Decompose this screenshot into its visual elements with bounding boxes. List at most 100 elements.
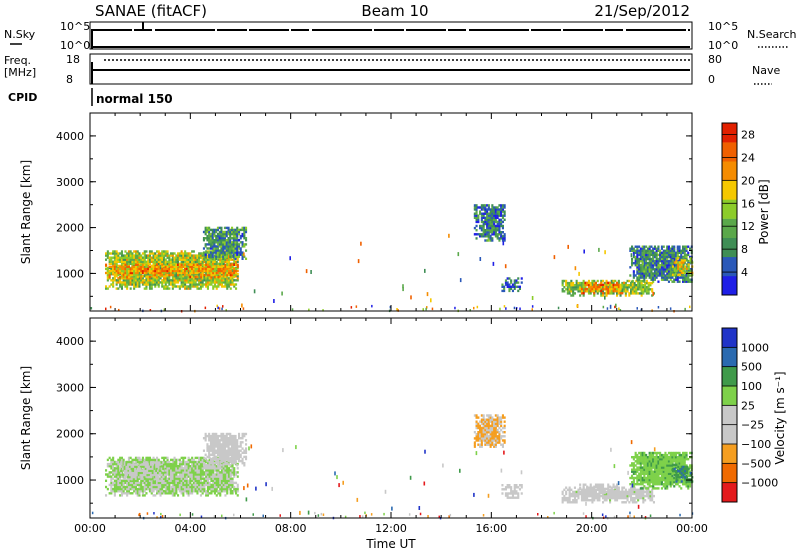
cpid-label: CPID	[8, 91, 37, 104]
data-cell	[184, 487, 187, 491]
data-cell	[215, 494, 218, 497]
data-cell	[234, 447, 237, 450]
data-cell	[205, 267, 208, 271]
data-cell	[208, 232, 211, 236]
data-cell	[501, 237, 504, 240]
data-cell	[489, 231, 492, 234]
data-cell	[143, 479, 146, 482]
data-cell	[226, 475, 229, 478]
nsky-tick-top: 10^5	[60, 20, 90, 33]
data-cell	[178, 462, 181, 466]
data-cell	[211, 434, 214, 438]
data-cell	[217, 267, 220, 271]
data-cell	[498, 214, 501, 217]
data-cell	[170, 252, 173, 255]
data-cell	[196, 483, 199, 487]
data-cell	[164, 467, 167, 470]
data-cell	[229, 471, 232, 474]
data-cell	[674, 255, 677, 259]
data-cell	[582, 279, 585, 283]
data-cell	[217, 279, 220, 282]
data-cell	[576, 304, 578, 308]
data-cell	[146, 467, 149, 470]
data-cell	[229, 437, 232, 440]
data-cell	[482, 439, 485, 442]
data-cell	[110, 481, 113, 485]
data-cell	[234, 255, 237, 258]
data-cell	[180, 279, 183, 282]
data-cell	[504, 264, 507, 269]
data-cell	[168, 477, 171, 480]
data-cell	[185, 469, 188, 472]
data-cell	[120, 475, 123, 478]
data-cell	[132, 473, 135, 477]
data-cell	[513, 306, 516, 310]
data-cell	[226, 487, 229, 491]
data-cell	[175, 490, 178, 493]
data-cell	[531, 308, 533, 311]
data-cell	[215, 471, 218, 474]
data-cell	[201, 473, 204, 476]
data-cell	[194, 273, 197, 276]
data-cell	[184, 263, 187, 266]
data-cell	[141, 463, 144, 466]
data-cell	[166, 269, 169, 273]
data-cell	[112, 490, 115, 493]
data-cell	[184, 467, 187, 470]
data-cell	[213, 243, 216, 246]
data-cell	[208, 283, 211, 286]
data-cell	[245, 257, 248, 260]
data-cell	[222, 243, 225, 246]
data-cell	[215, 247, 218, 250]
data-cell	[235, 273, 238, 276]
data-cell	[236, 457, 239, 461]
data-cell	[213, 228, 216, 232]
data-cell	[180, 265, 183, 268]
data-cell	[168, 473, 171, 476]
data-cell	[113, 469, 116, 472]
data-cell	[689, 305, 691, 309]
data-cell	[487, 231, 490, 234]
data-cell	[227, 445, 230, 448]
data-cell	[596, 285, 599, 289]
data-cell	[245, 432, 248, 436]
data-cell	[650, 257, 653, 261]
data-cell	[496, 220, 499, 224]
data-cell	[127, 256, 130, 259]
data-cell	[671, 262, 674, 265]
data-cell	[612, 281, 615, 285]
data-cell	[148, 256, 151, 259]
data-cell	[182, 458, 185, 462]
data-cell	[596, 287, 599, 291]
data-cell	[628, 286, 631, 289]
data-cell	[173, 273, 176, 276]
data-cell	[238, 243, 241, 246]
data-cell	[178, 469, 181, 472]
data-cell	[182, 256, 185, 259]
data-cell	[655, 262, 658, 265]
data-cell	[643, 262, 646, 265]
data-cell	[648, 255, 651, 259]
data-cell	[206, 269, 209, 273]
data-cell	[486, 204, 489, 207]
data-cell	[637, 284, 640, 287]
data-cell	[119, 473, 122, 476]
data-cell	[120, 275, 123, 278]
data-cell	[178, 479, 181, 482]
data-cell	[582, 290, 585, 293]
data-cell	[243, 245, 246, 248]
data-cell	[226, 263, 229, 266]
data-cell	[170, 281, 173, 284]
data-cell	[154, 271, 157, 275]
data-cell	[122, 267, 125, 271]
data-cell	[430, 298, 432, 303]
data-cell	[130, 465, 133, 468]
data-cell	[126, 473, 129, 476]
data-cell	[206, 467, 209, 470]
data-cell	[124, 479, 127, 482]
data-cell	[215, 237, 218, 240]
data-cell	[208, 230, 211, 234]
colorbar-segment	[722, 161, 737, 181]
data-cell	[682, 265, 685, 268]
